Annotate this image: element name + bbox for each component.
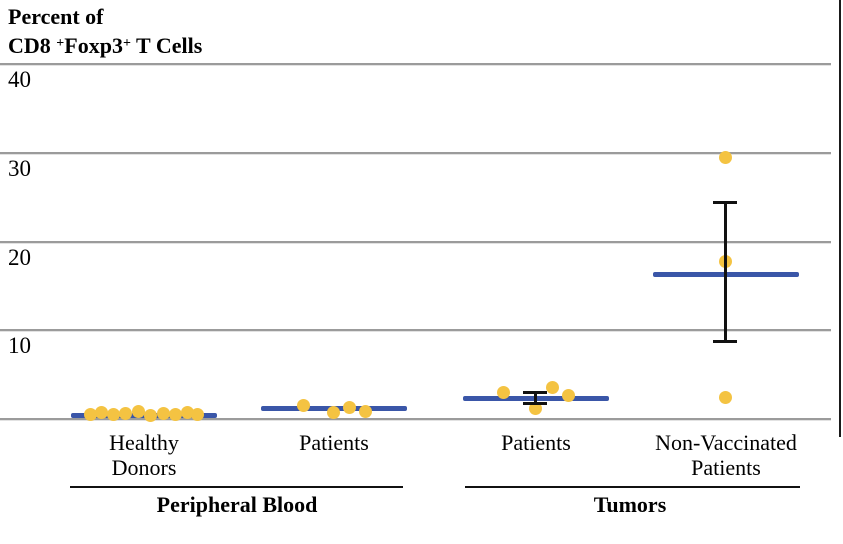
y-gridline — [0, 151, 831, 154]
error-bar-cap-bottom — [713, 339, 737, 343]
chart-title-line1: Percent of — [8, 4, 104, 29]
data-point — [168, 408, 182, 422]
section-underline — [70, 486, 403, 488]
y-tick-label: 20 — [8, 244, 31, 270]
data-point — [326, 406, 340, 420]
group-label-line: Patients — [691, 455, 761, 480]
data-point — [190, 407, 204, 421]
data-point — [156, 406, 170, 420]
error-bar-line — [533, 392, 537, 404]
chart-title-line2: CD8 +Foxp3+ T Cells — [8, 30, 202, 59]
data-point — [358, 405, 372, 419]
data-point — [496, 385, 510, 399]
data-point — [545, 381, 559, 395]
y-gridline — [0, 418, 831, 420]
section-label: Peripheral Blood — [156, 492, 318, 517]
group-label-line: Patients — [299, 430, 369, 455]
y-tick-label: 30 — [8, 155, 31, 181]
title-superscript-plus: + — [56, 36, 65, 51]
group-label: Healthy Donors — [34, 430, 254, 480]
group-label-line: Patients — [501, 430, 571, 455]
data-point — [106, 408, 120, 422]
error-bar-cap-bottom — [523, 401, 547, 405]
title-superscript-plus: + — [122, 36, 131, 51]
error-bar-line — [723, 202, 727, 342]
y-tick-label: 40 — [8, 67, 31, 92]
error-bar-cap-top — [523, 391, 547, 395]
group-label: Non-Vaccinated Patients — [616, 430, 836, 480]
data-point — [342, 400, 356, 414]
data-point — [180, 406, 194, 420]
data-point — [131, 405, 145, 419]
group-label-line: Healthy — [109, 430, 179, 455]
title-text-segment: T Cells — [130, 33, 203, 58]
group-label-line: Donors — [111, 455, 177, 480]
data-point — [296, 399, 310, 413]
y-gridline — [0, 329, 831, 332]
title-text-segment: CD8 — [8, 33, 57, 58]
section-underline — [465, 486, 800, 488]
error-bar-cap-top — [713, 201, 737, 205]
title-text-segment: Foxp3 — [64, 33, 123, 58]
y-gridline — [0, 63, 831, 65]
group-label: Patients — [224, 430, 444, 455]
figure-right-border — [839, 0, 841, 437]
section-label: Tumors — [593, 492, 667, 517]
group-label: Patients — [426, 430, 646, 455]
data-point — [143, 408, 157, 422]
group-label-line: Non-Vaccinated — [655, 430, 797, 455]
data-point — [118, 407, 132, 421]
data-point — [561, 388, 575, 402]
data-point — [94, 405, 108, 419]
data-point — [528, 401, 542, 415]
data-point — [83, 407, 97, 421]
data-point — [718, 150, 732, 164]
y-gridline — [0, 240, 831, 243]
chart-title: Percent of CD8 +Foxp3+ T Cells — [8, 3, 202, 59]
y-tick-label: 10 — [8, 333, 31, 359]
data-point — [718, 391, 732, 405]
